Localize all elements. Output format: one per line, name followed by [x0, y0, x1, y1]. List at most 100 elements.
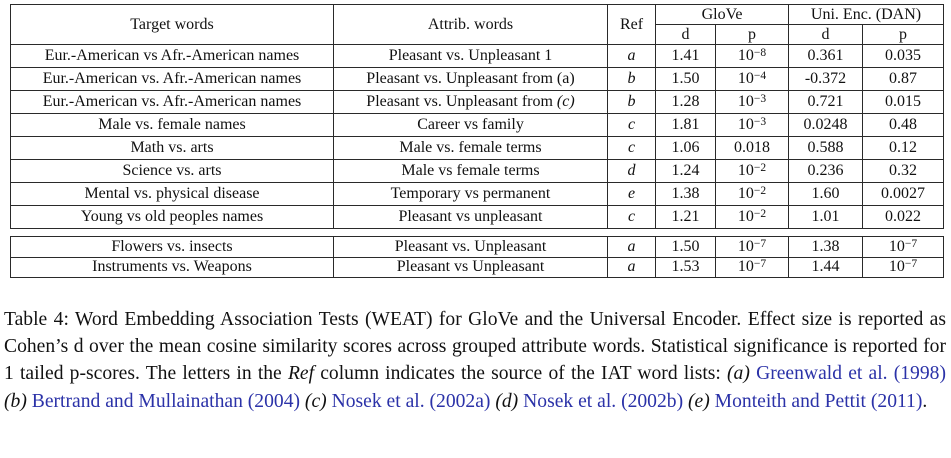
- glove-d-cell: 1.50: [655, 236, 716, 258]
- exponent: −3: [753, 116, 767, 129]
- exponent: −7: [753, 258, 767, 271]
- attrib-words-cell: Temporary vs permanent: [333, 182, 608, 206]
- weat-table-body-baseline: Flowers vs. insects Pleasant vs. Unpleasa…: [10, 236, 944, 278]
- weat-table-body-main: Eur.-American vs Afr.-American names Plea…: [10, 44, 945, 229]
- table-row: Male vs. female names Career vs family c 1.…: [10, 113, 945, 137]
- table-row: Flowers vs. insects Pleasant vs. Unpleasa…: [10, 236, 944, 258]
- citation-link[interactable]: Monteith and Pettit (2011): [714, 390, 923, 412]
- glove-p-cell: 10−8: [714, 44, 790, 68]
- uni-enc-p-cell: 0.022: [862, 205, 945, 229]
- glove-d-cell: 1.81: [655, 113, 716, 137]
- table-row: Instruments vs. Weapons Pleasant vs Unple…: [10, 256, 944, 278]
- target-words-cell: Male vs. female names: [10, 113, 334, 137]
- header-row-metrics: d p d p: [11, 24, 945, 45]
- uni-enc-p-cell: 0.0027: [862, 182, 945, 206]
- glove-d-cell: 1.53: [655, 256, 716, 278]
- caption-text: column indicates the source of the IAT w…: [314, 363, 728, 385]
- col-header-uni-d: d: [788, 24, 864, 45]
- attrib-words-cell: Male vs female terms: [333, 159, 608, 183]
- attrib-words-cell: Pleasant vs Unpleasant: [333, 256, 608, 278]
- weat-results-table: Target words Attrib. words Ref GloVe Uni…: [10, 4, 945, 229]
- exponent: −8: [753, 47, 767, 60]
- col-header-glove-d: d: [655, 24, 716, 45]
- glove-p-cell: 10−4: [714, 67, 790, 91]
- exponent: −2: [753, 208, 767, 221]
- uni-enc-d-cell: 1.60: [788, 182, 864, 206]
- col-header-glove: GloVe: [654, 4, 790, 25]
- caption-italic-text: (c): [304, 390, 327, 412]
- attrib-words-cell: Career vs family: [333, 113, 608, 137]
- ref-cell: a: [607, 44, 656, 68]
- uni-enc-p-cell: 0.32: [862, 159, 945, 183]
- citation-link[interactable]: Greenwald et al. (1998): [756, 363, 946, 385]
- glove-p-cell: 0.018: [714, 136, 790, 160]
- caption-italic-text: (d): [495, 390, 519, 412]
- target-words-cell: Mental vs. physical disease: [10, 182, 334, 206]
- glove-p-cell: 10−2: [714, 159, 790, 183]
- glove-d-cell: 1.28: [655, 90, 716, 114]
- citation-link[interactable]: Bertrand and Mullainathan (2004): [31, 390, 301, 412]
- citation-link[interactable]: Nosek et al. (2002b): [523, 390, 684, 412]
- attrib-words-cell: Pleasant vs. Unpleasant 1: [333, 44, 608, 68]
- table-row: Young vs old peoples names Pleasant vs un…: [10, 205, 945, 229]
- uni-enc-d-cell: 0.0248: [788, 113, 864, 137]
- exponent: −2: [753, 185, 767, 198]
- attrib-words-cell: Male vs. female terms: [333, 136, 608, 160]
- target-words-cell: Instruments vs. Weapons: [10, 256, 334, 278]
- uni-enc-d-cell: 0.721: [788, 90, 864, 114]
- glove-d-cell: 1.06: [655, 136, 716, 160]
- uni-enc-p-cell: 10−7: [862, 256, 944, 278]
- ref-cell: c: [607, 113, 656, 137]
- citation-link[interactable]: Nosek et al. (2002a): [331, 390, 491, 412]
- glove-p-cell: 10−7: [715, 256, 789, 278]
- col-header-target-words: Target words: [10, 4, 334, 45]
- attrib-words-cell: Pleasant vs unpleasant: [333, 205, 608, 229]
- target-words-cell: Young vs old peoples names: [10, 205, 334, 229]
- target-words-cell: Eur.-American vs Afr.-American names: [10, 44, 334, 68]
- caption-italic-text: (a): [727, 363, 750, 385]
- exponent: −2: [753, 162, 767, 175]
- table-caption: Table 4: Word Embedding Association Test…: [4, 306, 946, 415]
- table-row: Eur.-American vs. Afr.-American names Ple…: [10, 67, 945, 91]
- attrib-words-cell: Pleasant vs. Unpleasant from (c): [333, 90, 608, 114]
- ref-cell: a: [607, 256, 656, 278]
- glove-p-cell: 10−2: [714, 182, 790, 206]
- table-row: Mental vs. physical disease Temporary vs …: [10, 182, 945, 206]
- caption-italic-text: (b): [4, 390, 27, 412]
- attrib-words-cell: Pleasant vs. Unpleasant from (a): [333, 67, 608, 91]
- uni-enc-p-cell: 10−7: [862, 236, 944, 258]
- ref-cell: c: [607, 136, 656, 160]
- ref-cell: d: [607, 159, 656, 183]
- col-header-uni-p: p: [862, 24, 945, 45]
- uni-enc-p-cell: 0.48: [862, 113, 945, 137]
- uni-enc-d-cell: 0.361: [788, 44, 864, 68]
- col-header-ref: Ref: [607, 4, 656, 45]
- glove-d-cell: 1.38: [655, 182, 716, 206]
- uni-enc-p-cell: 0.87: [862, 67, 945, 91]
- exponent: −3: [753, 93, 767, 106]
- table-row: Science vs. arts Male vs female terms d 1.2…: [10, 159, 945, 183]
- glove-d-cell: 1.41: [655, 44, 716, 68]
- caption-text: Table 4: Word Embedding Association Test…: [4, 309, 946, 385]
- glove-p-cell: 10−7: [715, 236, 789, 258]
- uni-enc-d-cell: 1.01: [788, 205, 864, 229]
- glove-d-cell: 1.50: [655, 67, 716, 91]
- glove-d-cell: 1.24: [655, 159, 716, 183]
- glove-p-cell: 10−2: [714, 205, 790, 229]
- ref-cell: a: [607, 236, 656, 258]
- col-header-uni-enc: Uni. Enc. (DAN): [788, 4, 945, 25]
- target-words-cell: Flowers vs. insects: [10, 236, 334, 258]
- uni-enc-d-cell: 0.588: [788, 136, 864, 160]
- ref-cell: e: [607, 182, 656, 206]
- uni-enc-d-cell: 1.38: [788, 236, 863, 258]
- glove-p-cell: 10−3: [714, 113, 790, 137]
- exponent: −7: [904, 237, 918, 250]
- uni-enc-d-cell: 1.44: [788, 256, 863, 278]
- glove-d-cell: 1.21: [655, 205, 716, 229]
- caption-italic-text: (e): [688, 390, 710, 412]
- caption-italic-text: Ref: [287, 363, 315, 385]
- target-words-cell: Eur.-American vs. Afr.-American names: [10, 90, 334, 114]
- ref-cell: b: [607, 67, 656, 91]
- target-words-cell: Math vs. arts: [10, 136, 334, 160]
